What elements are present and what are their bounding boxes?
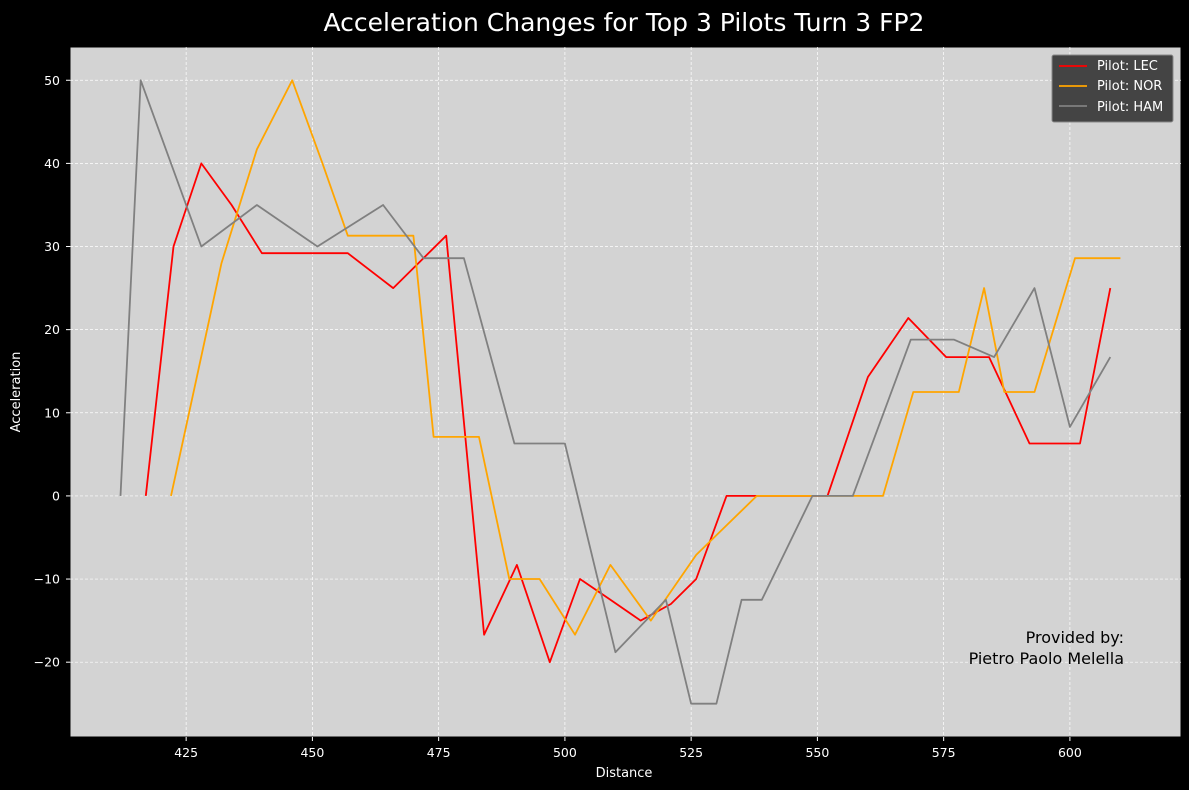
series-line-ham	[119, 79, 1112, 705]
legend-label-lec: Pilot: LEC	[1097, 59, 1158, 74]
y-tick-label: 0	[52, 488, 60, 503]
plot-area	[69, 46, 1182, 738]
y-tick-label: −20	[34, 655, 60, 670]
x-tick-label: 425	[174, 745, 198, 760]
y-tick-label: 50	[44, 73, 60, 88]
legend-label-nor: Pilot: NOR	[1097, 79, 1162, 94]
x-tick-label: 475	[427, 745, 451, 760]
legend: Pilot: LEC Pilot: NOR Pilot: HAM	[1051, 54, 1174, 123]
x-tick-label: 575	[932, 745, 956, 760]
y-tick-label: 30	[44, 239, 60, 254]
x-tick-label: 600	[1058, 745, 1082, 760]
credit-line-1: Provided by:	[1026, 628, 1124, 647]
y-tick-label: 10	[44, 405, 60, 420]
y-tick-label: 20	[44, 322, 60, 337]
y-axis-label: Acceleration	[9, 352, 24, 433]
chart-title: Acceleration Changes for Top 3 Pilots Tu…	[324, 8, 925, 37]
y-tick-label: 40	[44, 156, 60, 171]
x-tick-label: 450	[300, 745, 324, 760]
legend-label-ham: Pilot: HAM	[1097, 100, 1163, 115]
credit-line-2: Pietro Paolo Melella	[969, 649, 1124, 668]
axis-ticks: 425 450 475 500 525 550 575 600 −20 −10 0 10 20 30 40 5…	[34, 73, 1082, 760]
y-tick-label: −10	[34, 572, 60, 587]
x-tick-label: 525	[679, 745, 703, 760]
x-axis-label: Distance	[596, 766, 653, 781]
series-lines	[119, 79, 1121, 705]
series-line-lec	[144, 162, 1112, 664]
x-tick-label: 550	[805, 745, 829, 760]
x-tick-label: 500	[553, 745, 577, 760]
series-line-nor	[170, 79, 1121, 636]
